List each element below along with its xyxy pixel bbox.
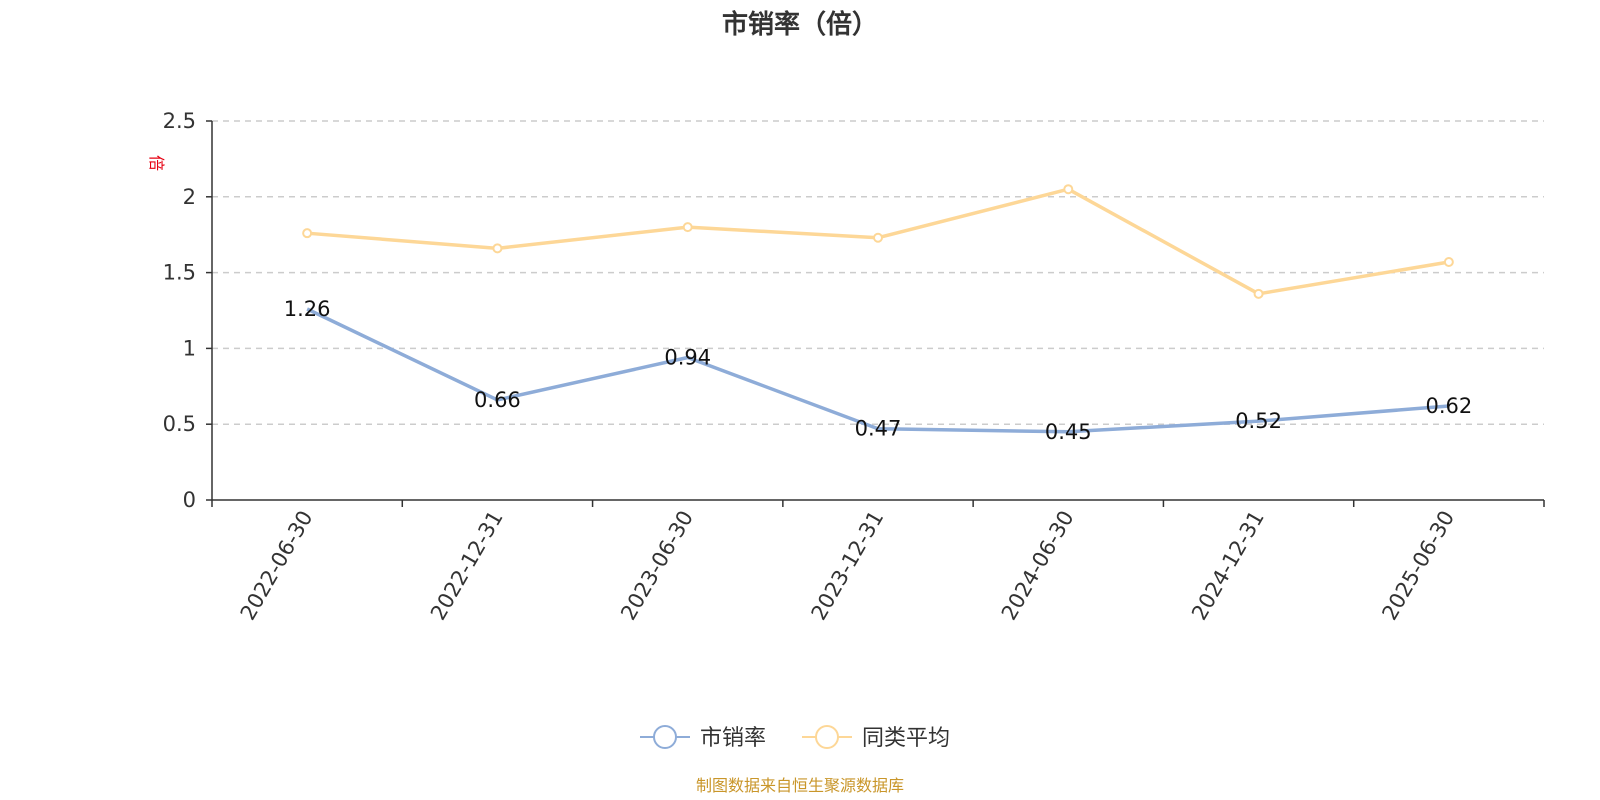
- y-axis-unit: 倍: [147, 155, 166, 171]
- y-tick-label: 2.5: [163, 109, 196, 133]
- x-tick-label: 2022-12-31: [426, 507, 508, 625]
- series-lines: [302, 184, 1454, 434]
- data-label: 0.45: [1045, 420, 1092, 444]
- grid-lines: [212, 120, 1544, 425]
- legend-item-0[interactable]: 市销率: [640, 725, 766, 751]
- data-point[interactable]: [492, 243, 503, 254]
- y-tick-label: 1.5: [163, 261, 196, 285]
- x-tick-label: 2023-12-31: [807, 507, 889, 625]
- legend-item-1[interactable]: 同类平均: [802, 725, 950, 751]
- y-tick-label: 1: [183, 336, 196, 360]
- x-tick-label: 2025-06-30: [1377, 507, 1459, 625]
- data-label: 1.26: [284, 297, 331, 321]
- legend-swatch-marker: [815, 725, 839, 749]
- data-label: 0.47: [855, 417, 902, 441]
- data-point[interactable]: [302, 228, 313, 239]
- data-point[interactable]: [1063, 184, 1074, 195]
- x-tick-label: 2023-06-30: [616, 507, 698, 625]
- data-labels: 1.26 0.66 0.94 0.47 0.45 0.52 0.62: [284, 297, 1472, 444]
- axes: 0 0.5 1 1.5 2 2.5 2022-06-30 2022-12-31 2023-06-…: [163, 109, 1545, 625]
- data-label: 0.66: [474, 388, 521, 412]
- y-tick-label: 2: [183, 185, 196, 209]
- data-point[interactable]: [1443, 256, 1454, 267]
- legend-label: 市销率: [700, 726, 766, 751]
- chart-title: 市销率（倍）: [722, 9, 878, 40]
- data-point[interactable]: [873, 232, 883, 243]
- data-label: 0.94: [664, 345, 711, 369]
- y-tick-label: 0.5: [163, 412, 196, 436]
- data-source-note: 制图数据来自恒生聚源数据库: [696, 776, 904, 795]
- y-tick-label: 0: [183, 488, 196, 512]
- legend[interactable]: 市销率 同类平均: [640, 725, 950, 751]
- x-tick-label: 2022-06-30: [236, 507, 318, 625]
- x-tick-label: 2024-06-30: [997, 507, 1079, 625]
- series-line-0: [306, 307, 1449, 434]
- data-label: 0.52: [1235, 409, 1282, 433]
- x-tick-label: 2024-12-31: [1187, 507, 1269, 625]
- legend-swatch-marker: [653, 725, 677, 749]
- data-point[interactable]: [682, 222, 693, 233]
- data-point[interactable]: [1253, 288, 1264, 299]
- legend-label: 同类平均: [862, 726, 950, 751]
- data-label: 0.62: [1425, 394, 1472, 418]
